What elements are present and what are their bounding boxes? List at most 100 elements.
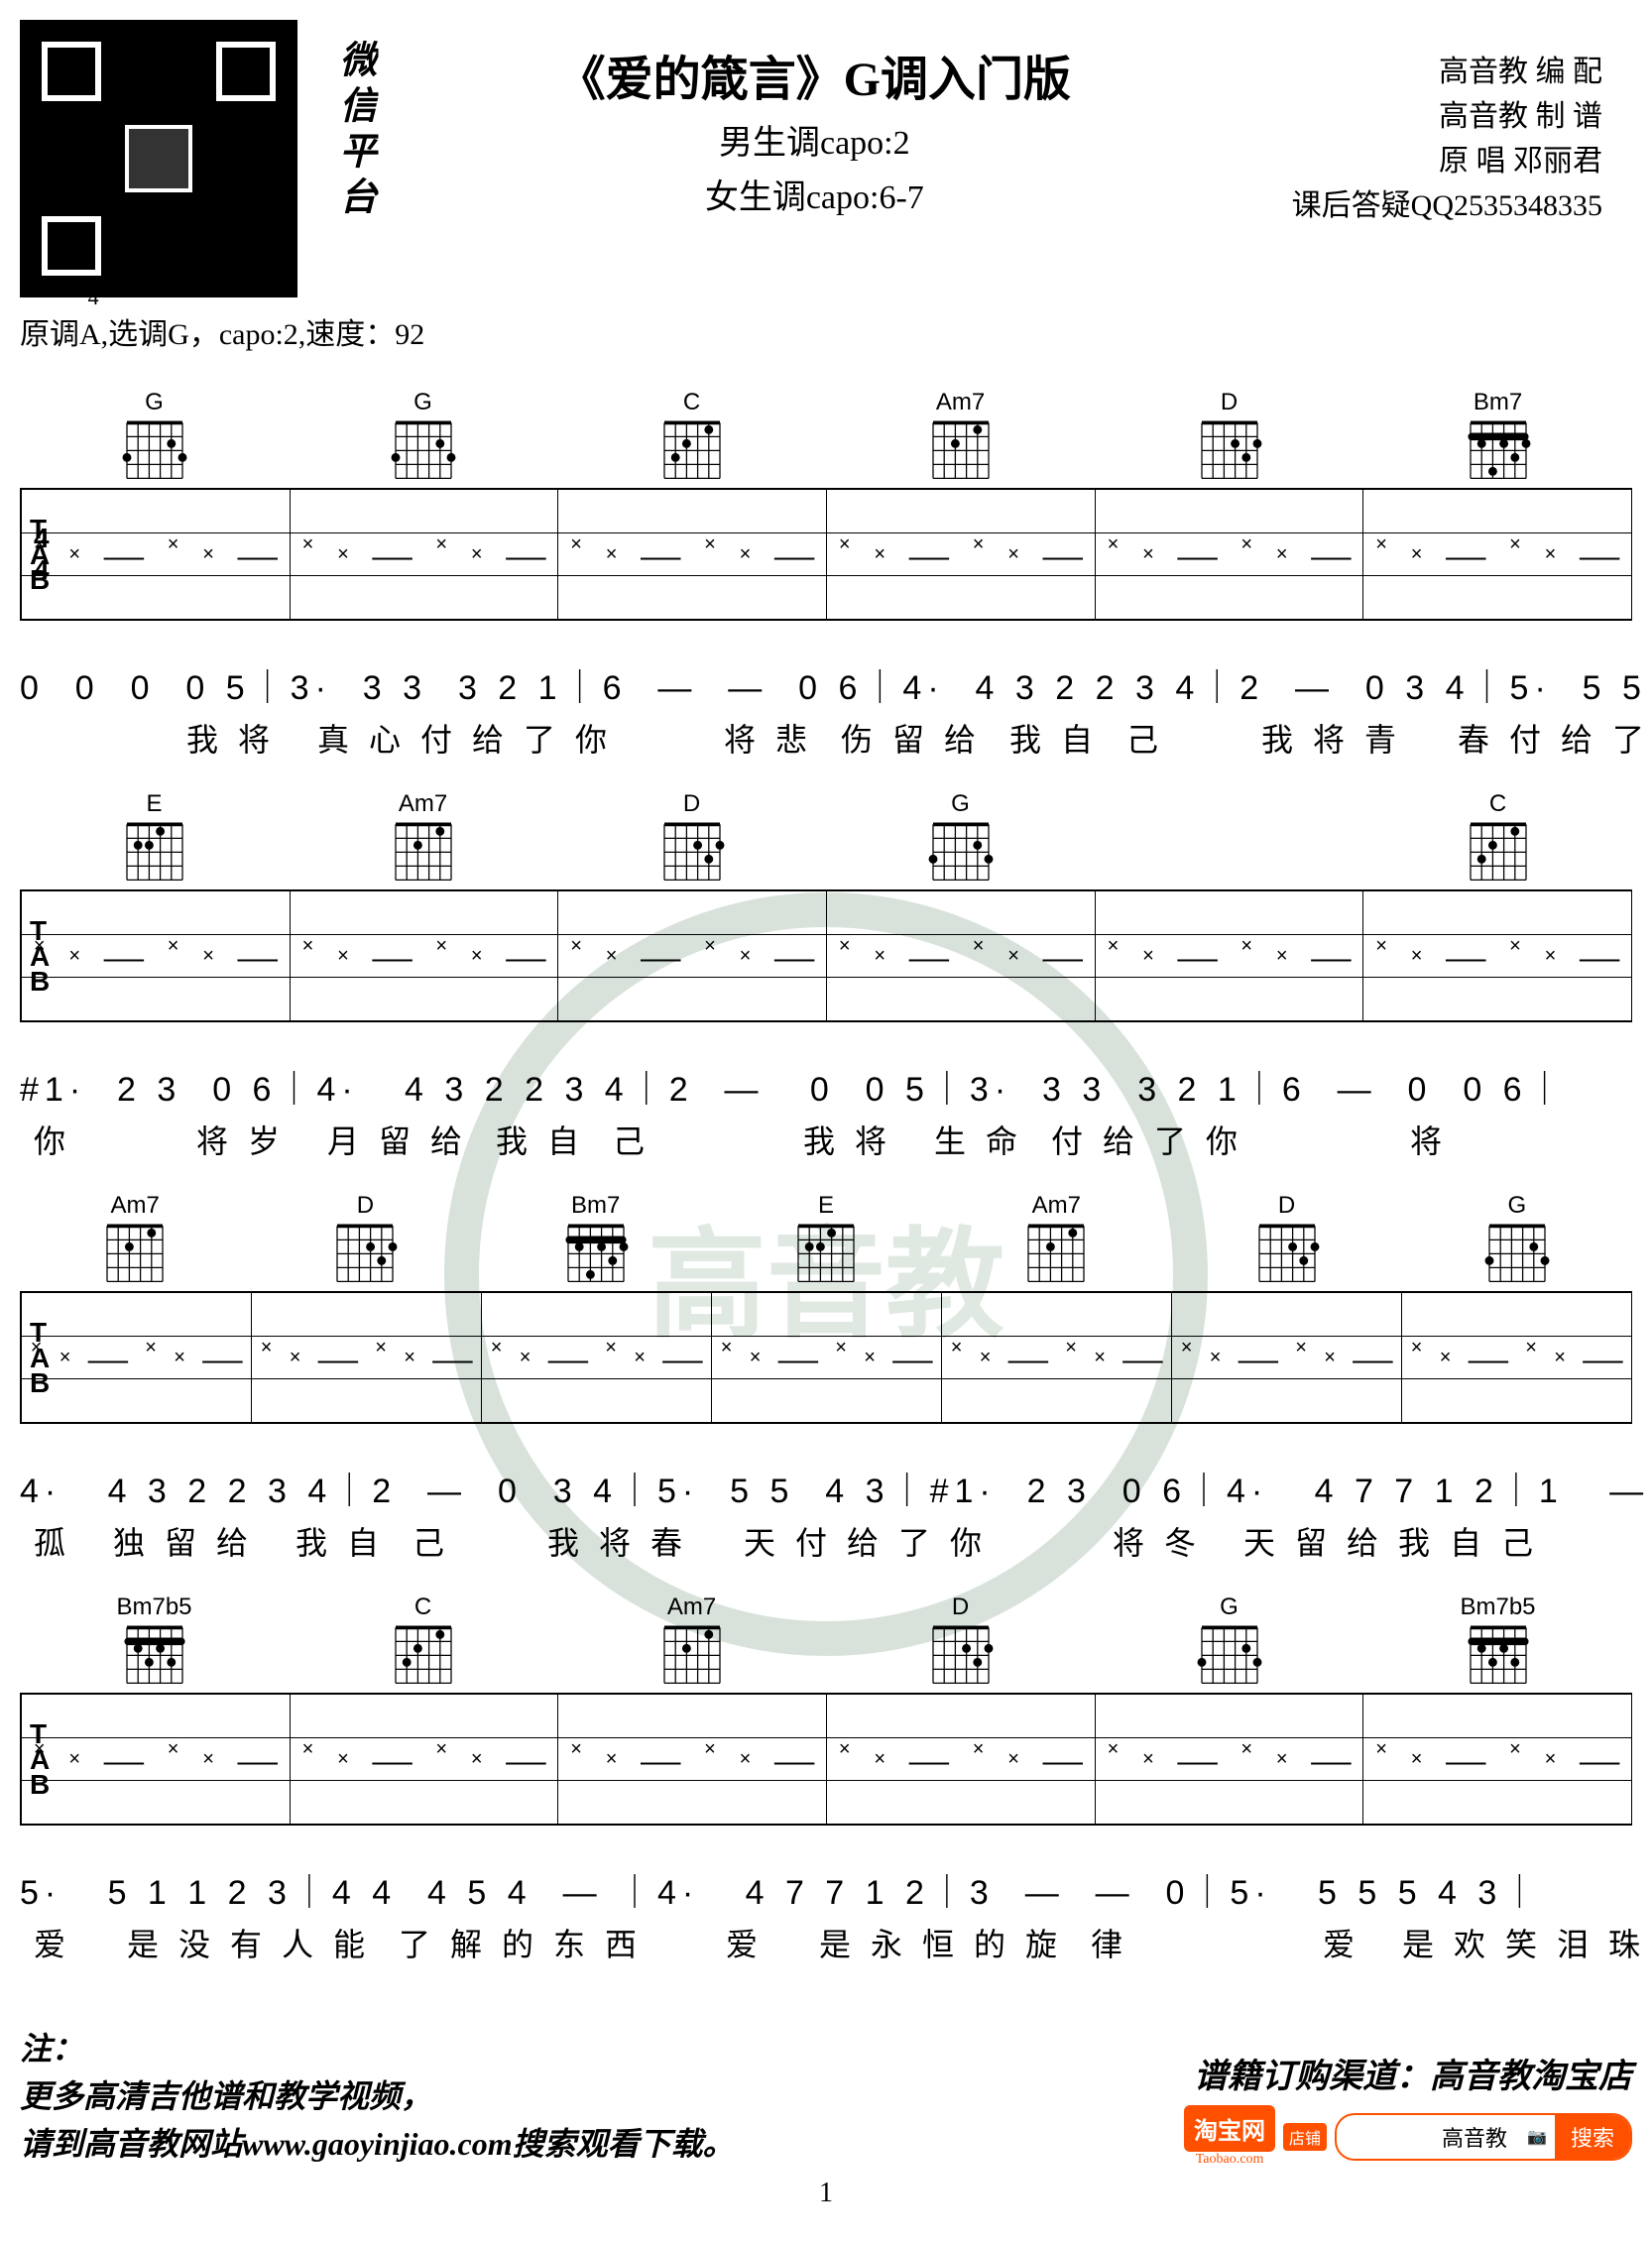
chord-name: Am7 bbox=[557, 1594, 826, 1621]
jianpu-notation: 0 0 0 0 5｜3· 3 3 3 2 1｜6 — — 0 6｜4· 4 3 … bbox=[20, 660, 1632, 709]
capo-male: 男生调capo:2 bbox=[337, 115, 1292, 164]
chord-cell: Bm7b5 bbox=[1363, 1594, 1632, 1691]
chord-name: Am7 bbox=[289, 790, 557, 818]
chord-cell: Am7 bbox=[941, 1192, 1171, 1289]
qr-code bbox=[20, 20, 297, 297]
chord-cell: C bbox=[289, 1594, 557, 1691]
order-channel: 谱籍订购渠道：高音教淘宝店 bbox=[1184, 2049, 1632, 2097]
jianpu-notation: 5· 5 1 1 2 3｜4 4 4 5 4 — ｜4· 4 7 7 1 2｜3… bbox=[20, 1865, 1632, 1914]
chord-name: G bbox=[1402, 1192, 1632, 1220]
footer: 注： 更多高清吉他谱和教学视频， 请到高音教网站www.gaoyinjiao.c… bbox=[20, 2025, 1632, 2168]
credit-singer: 原 唱 邓丽君 bbox=[1292, 139, 1602, 183]
chord-diagram bbox=[1190, 1621, 1269, 1691]
chord-name: Bm7 bbox=[1363, 389, 1632, 416]
page-number: 1 bbox=[20, 2178, 1632, 2209]
tab-staff: TAB ×× — ×× — ×× — ×× — ×× — ×× — ×× — ×… bbox=[20, 1693, 1632, 1826]
chord-diagram bbox=[115, 818, 194, 887]
chord-diagram bbox=[115, 416, 194, 486]
chord-name: D bbox=[1171, 1192, 1401, 1220]
chord-cell: Am7 bbox=[557, 1594, 826, 1691]
footer-notes: 注： 更多高清吉他谱和教学视频， 请到高音教网站www.gaoyinjiao.c… bbox=[20, 2025, 735, 2168]
lyric-row: 爱 是 没 有 人 能 了 解 的 东 西 爱 是 永 恒 的 旋 律 爱 是 … bbox=[20, 1920, 1632, 1965]
lyric-row: 你 将 岁 月 留 给 我 自 己 我 将 生 命 付 给 了 你 将 bbox=[20, 1117, 1632, 1162]
chord-cell: E bbox=[20, 790, 289, 887]
lyric-row: 孤 独 留 给 我 自 己 我 将 春 天 付 给 了 你 将 冬 天 留 给 … bbox=[20, 1518, 1632, 1564]
chord-name: C bbox=[557, 389, 826, 416]
taobao-search-bar: 淘宝网 Taobao.com 店铺 高音教 📷 搜索 bbox=[1184, 2105, 1632, 2168]
credits: 高音教 编 配 高音教 制 谱 原 唱 邓丽君 课后答疑QQ2535348335 bbox=[1292, 20, 1632, 228]
jianpu-notation: 4· 4 3 2 2 3 4｜2 — 0 3 4｜5· 5 5 4 3｜#1· … bbox=[20, 1464, 1632, 1512]
notation-line: Bm7b5 C Am7 D G Bm7b5 TAB ×× — ×× — ×× —… bbox=[20, 1594, 1632, 1965]
chord-cell: Bm7b5 bbox=[20, 1594, 289, 1691]
chord-diagram bbox=[1459, 818, 1538, 887]
chord-name: Bm7 bbox=[481, 1192, 711, 1220]
chord-name: D bbox=[557, 790, 826, 818]
credit-qq: 课后答疑QQ2535348335 bbox=[1292, 183, 1602, 228]
chord-cell: D bbox=[250, 1192, 480, 1289]
chord-cell: D bbox=[557, 790, 826, 887]
chord-diagram bbox=[652, 416, 732, 486]
chord-cell: Am7 bbox=[289, 790, 557, 887]
footer-right: 谱籍订购渠道：高音教淘宝店 淘宝网 Taobao.com 店铺 高音教 📷 搜索 bbox=[1184, 2049, 1632, 2168]
chord-diagram bbox=[1459, 416, 1538, 486]
chord-diagram bbox=[556, 1220, 636, 1289]
search-button[interactable]: 搜索 bbox=[1555, 2115, 1630, 2159]
chord-diagram bbox=[325, 1220, 405, 1289]
chord-cell: D bbox=[1095, 389, 1363, 486]
chord-diagram bbox=[921, 1621, 1001, 1691]
chord-row: Am7 D Bm7 E Am7 D G bbox=[20, 1192, 1632, 1289]
credit-notation: 高音教 制 谱 bbox=[1292, 94, 1602, 139]
taobao-domain: Taobao.com bbox=[1184, 2152, 1275, 2168]
tuning-info: 原调A,选调G，capo:2,速度：92 bbox=[20, 318, 424, 351]
chord-cell: Am7 bbox=[826, 389, 1095, 486]
chord-cell bbox=[1095, 790, 1363, 887]
notation-line: G G C Am7 D Bm7 TAB44 ×× — ×× — ×× — ×× … bbox=[20, 389, 1632, 761]
chord-diagram bbox=[1459, 1621, 1538, 1691]
qr-label: 微信平台 bbox=[327, 40, 382, 222]
chord-name: G bbox=[20, 389, 289, 416]
song-title: 《爱的箴言》G调入门版 bbox=[337, 40, 1292, 109]
chord-name: Am7 bbox=[941, 1192, 1171, 1220]
chord-diagram bbox=[95, 1220, 175, 1289]
chord-diagram bbox=[384, 818, 463, 887]
chord-name: Am7 bbox=[826, 389, 1095, 416]
chord-cell: C bbox=[1363, 790, 1632, 887]
taobao-logo: 淘宝网 bbox=[1184, 2105, 1275, 2152]
chord-row: E Am7 D G C bbox=[20, 790, 1632, 887]
capo-female: 女生调capo:6-7 bbox=[337, 170, 1292, 218]
chord-name: E bbox=[20, 790, 289, 818]
chord-name: G bbox=[826, 790, 1095, 818]
chord-cell: D bbox=[826, 1594, 1095, 1691]
chord-diagram bbox=[1247, 1220, 1327, 1289]
chord-row: G G C Am7 D Bm7 bbox=[20, 389, 1632, 486]
note-line1: 更多高清吉他谱和教学视频， bbox=[20, 2072, 735, 2120]
chord-diagram bbox=[1016, 1220, 1096, 1289]
chord-diagram bbox=[652, 818, 732, 887]
chord-name: Bm7b5 bbox=[20, 1594, 289, 1621]
tab-staff: TAB44 ×× — ×× — ×× — ×× — ×× — ×× — ×× —… bbox=[20, 488, 1632, 621]
chord-name: G bbox=[1095, 1594, 1363, 1621]
chord-diagram bbox=[384, 1621, 463, 1691]
chord-name: C bbox=[1363, 790, 1632, 818]
search-input[interactable]: 高音教 bbox=[1337, 2115, 1519, 2159]
chord-name: Am7 bbox=[20, 1192, 250, 1220]
chord-name: D bbox=[826, 1594, 1095, 1621]
chord-cell: G bbox=[1095, 1594, 1363, 1691]
chord-cell: G bbox=[20, 389, 289, 486]
chord-diagram bbox=[652, 1621, 732, 1691]
chord-cell: Am7 bbox=[20, 1192, 250, 1289]
jianpu-notation: #1· 2 3 0 6｜4· 4 3 2 2 3 4｜2 — 0 0 5｜3· … bbox=[20, 1062, 1632, 1111]
chord-name: D bbox=[250, 1192, 480, 1220]
credit-arranger: 高音教 编 配 bbox=[1292, 50, 1602, 94]
chord-diagram bbox=[786, 1220, 866, 1289]
camera-icon[interactable]: 📷 bbox=[1519, 2127, 1555, 2147]
chord-cell: G bbox=[1402, 1192, 1632, 1289]
chord-diagram bbox=[1190, 416, 1269, 486]
chord-cell: G bbox=[826, 790, 1095, 887]
chord-cell: C bbox=[557, 389, 826, 486]
chord-cell: E bbox=[711, 1192, 941, 1289]
search-box: 高音教 📷 搜索 bbox=[1335, 2113, 1632, 2161]
chord-diagram bbox=[1190, 790, 1269, 860]
note-label: 注： bbox=[20, 2025, 735, 2072]
chord-name: Bm7b5 bbox=[1363, 1594, 1632, 1621]
